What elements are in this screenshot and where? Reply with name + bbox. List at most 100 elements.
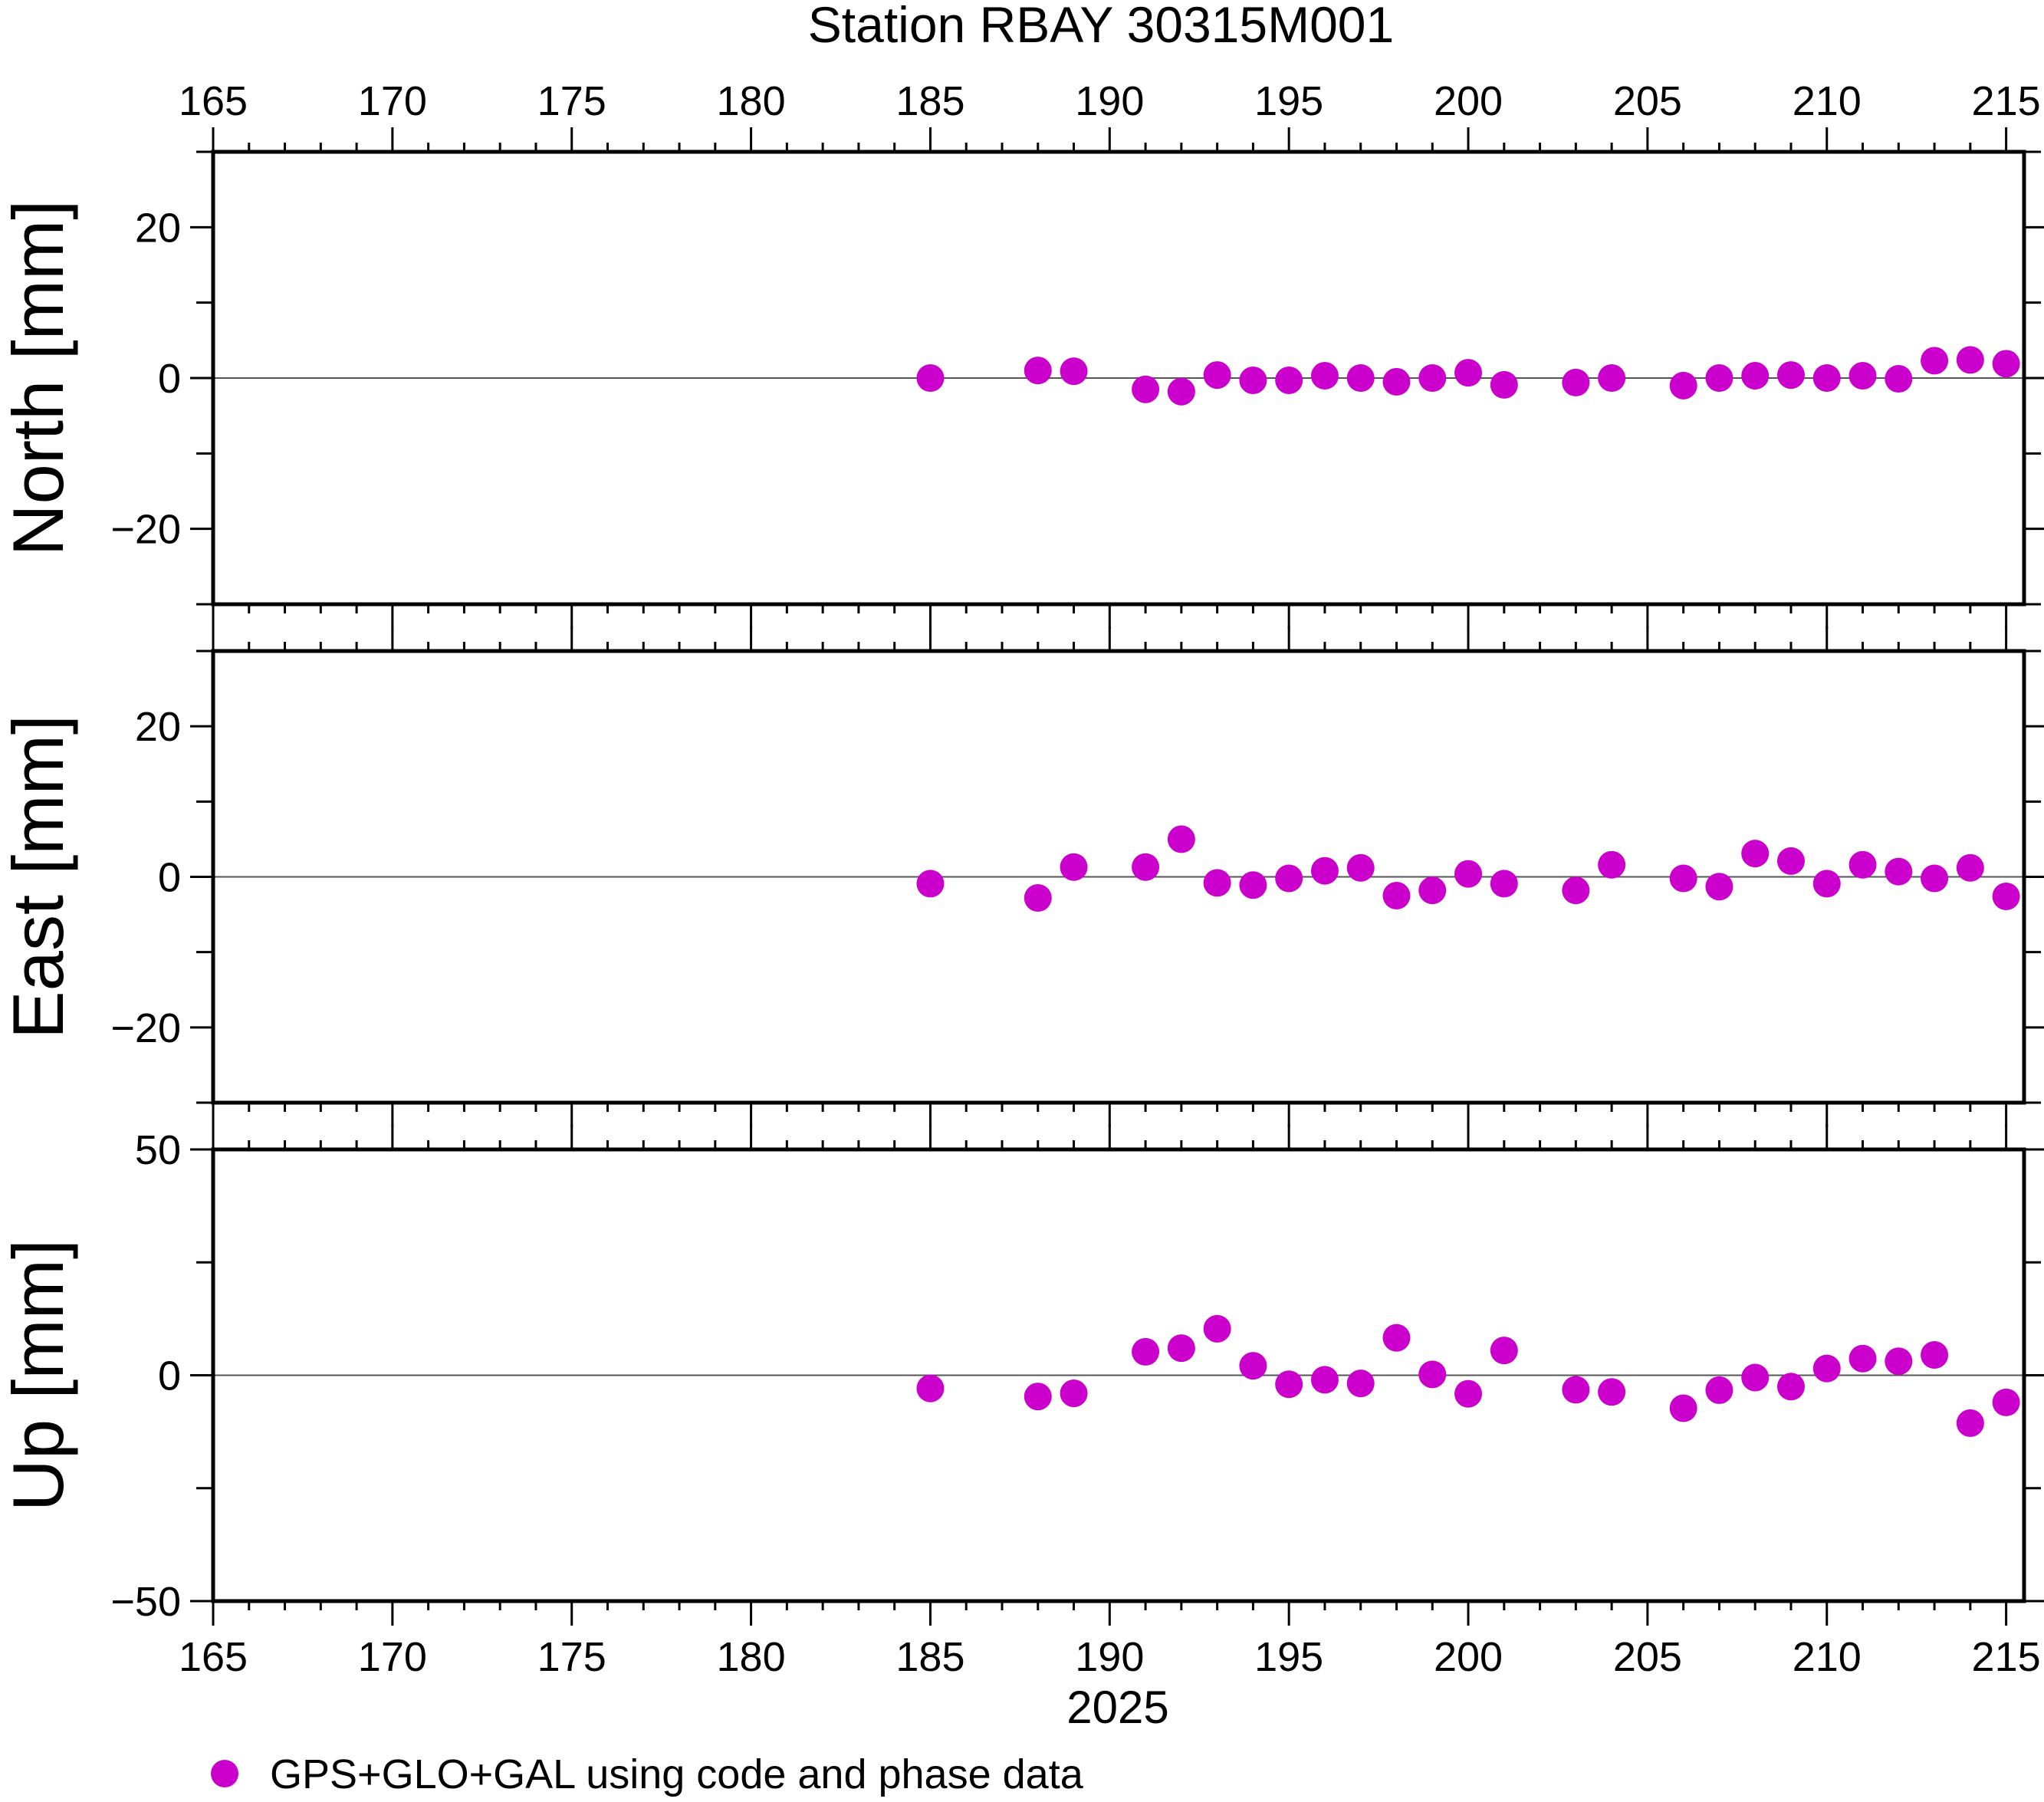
data-point [1275,1370,1303,1399]
data-point [1598,850,1626,879]
data-point [1310,1366,1339,1394]
data-point [1741,840,1770,868]
data-point [1060,853,1088,881]
data-point [1885,857,1913,886]
data-point [1992,1388,2020,1416]
data-point [1848,362,1877,390]
legend-marker [211,1760,238,1787]
data-point [1669,371,1697,400]
data-point [1275,864,1303,893]
data-point [1885,1347,1913,1376]
data-point [1203,1314,1231,1343]
data-point [1167,1334,1195,1363]
data-point [1490,870,1518,898]
x-tick-label-top: 165 [179,78,248,124]
data-point [1346,853,1375,882]
data-point [1132,375,1160,403]
data-point [1382,882,1411,910]
x-tick-label-bottom: 200 [1434,1634,1503,1680]
y-tick-label: 20 [135,205,181,251]
data-point [1956,346,1984,374]
data-point [1203,361,1231,390]
data-point [1310,362,1339,390]
data-point [1167,825,1195,853]
x-tick-label-bottom: 175 [537,1634,606,1680]
x-tick-label-top: 195 [1254,78,1323,124]
data-point [1705,873,1733,901]
data-point [1132,853,1160,881]
x-tick-label-top: 190 [1075,78,1144,124]
panel-2: 50 0 −50 Up [mm] [0,1125,2044,1626]
data-point [1741,362,1770,390]
data-point [1382,367,1411,396]
data-point [1669,864,1697,893]
data-point [1239,366,1267,394]
data-point [1921,1340,1949,1369]
y-axis-label: North [mm] [0,200,78,557]
data-point [1741,1363,1770,1392]
x-tick-label-top: 210 [1793,78,1862,124]
data-point [1885,364,1913,393]
x-tick-label-bottom: 195 [1254,1634,1323,1680]
data-point [1562,876,1590,905]
x-tick-label-top: 170 [358,78,427,124]
data-point [916,870,945,898]
x-tick-label-bottom: 215 [1972,1634,2041,1680]
x-tick-label-top: 215 [1972,78,2041,124]
data-point [1705,1376,1733,1404]
data-point [916,364,945,392]
y-tick-label: 50 [135,1127,181,1173]
data-point [1598,364,1626,392]
data-point [1812,364,1841,392]
data-point [1239,1352,1267,1380]
data-point [1562,1376,1590,1404]
x-tick-label-top: 200 [1434,78,1503,124]
data-point [1562,368,1590,396]
panel-frame [211,1147,2026,1603]
x-axis-label: 2025 [1066,1682,1168,1733]
data-point [1203,869,1231,897]
data-point [1024,883,1052,912]
data-point [916,1374,945,1402]
data-point [1705,364,1733,392]
data-point [1992,350,2020,378]
data-point [1060,357,1088,386]
panel-1: 20 0 −20 East [mm] [0,626,2044,1127]
x-tick-label-bottom: 185 [895,1634,964,1680]
data-point [1382,1324,1411,1352]
panel-frame [211,649,2026,1105]
x-tick-label-top: 185 [895,78,964,124]
data-point [1992,883,2020,911]
y-tick-label: 0 [158,356,181,402]
legend-label: GPS+GLO+GAL using code and phase data [270,1751,1084,1797]
data-point [1024,1383,1052,1411]
data-point [1776,1373,1805,1401]
data-point [1418,1360,1447,1389]
data-point [1239,871,1267,899]
panel-frame [211,150,2026,607]
x-tick-label-bottom: 205 [1613,1634,1682,1680]
x-tick-label-bottom: 165 [179,1634,248,1680]
data-point [1024,357,1052,385]
data-point [1167,377,1195,406]
data-point [1418,876,1447,905]
data-point [1490,1337,1518,1365]
data-point [1848,850,1877,879]
data-point [1848,1344,1877,1373]
data-point [1669,1394,1697,1422]
data-point [1812,1354,1841,1383]
data-point [1060,1379,1088,1408]
data-point [1776,361,1805,390]
data-point [1346,1370,1375,1398]
y-tick-label: 0 [158,1353,181,1399]
data-point [1956,853,1984,882]
data-point [1776,847,1805,875]
data-point [1275,366,1303,394]
data-point [1598,1378,1626,1406]
x-tick-label-bottom: 180 [717,1634,786,1680]
x-tick-label-bottom: 170 [358,1634,427,1680]
x-tick-label-top: 180 [717,78,786,124]
data-point [1132,1337,1160,1366]
